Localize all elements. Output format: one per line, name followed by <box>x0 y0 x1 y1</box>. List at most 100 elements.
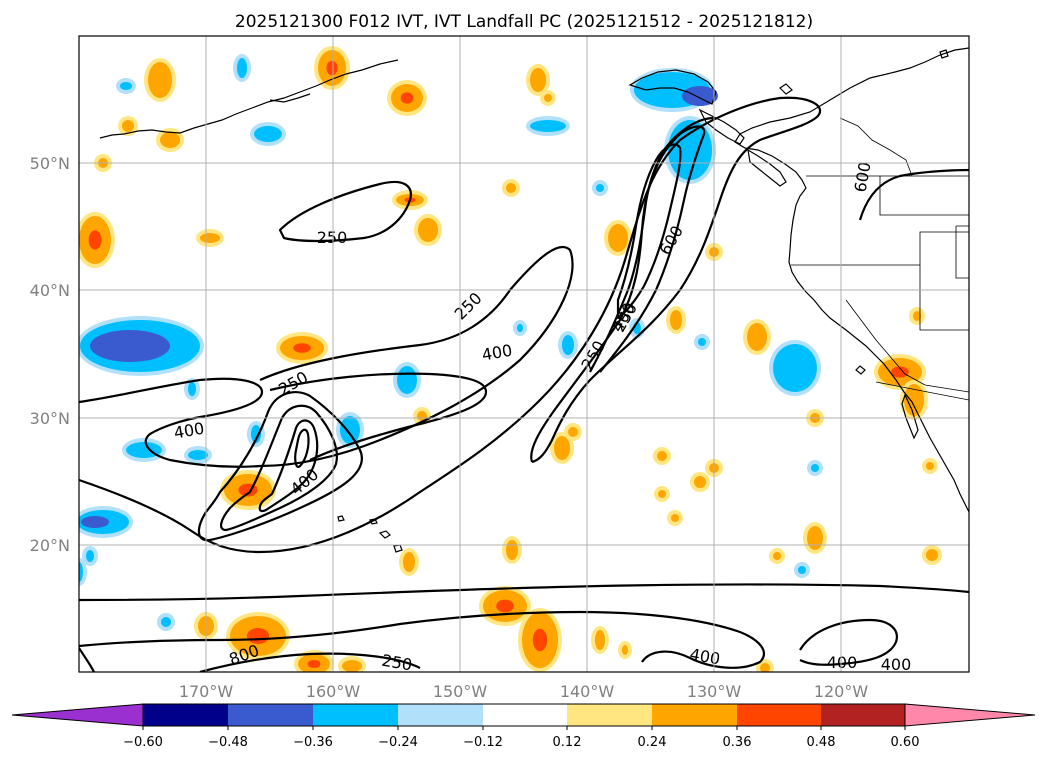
colorbar-segment <box>737 704 821 726</box>
strong-positive-anomaly <box>307 660 321 668</box>
negative-anomaly-core <box>251 425 261 443</box>
positive-anomaly-core <box>122 120 134 132</box>
positive-anomaly-core <box>694 476 706 488</box>
graticule <box>79 36 969 672</box>
lon-label-160w: 160°W <box>306 682 361 701</box>
strong-positive-anomaly <box>326 60 338 76</box>
positive-anomaly-core <box>595 630 605 650</box>
positive-anomaly-core <box>807 526 823 550</box>
colorbar-tick-label: −0.60 <box>123 735 163 750</box>
negative-anomaly-core <box>120 82 132 90</box>
colorbar-segment <box>398 704 483 726</box>
colorbar-segment <box>228 704 313 726</box>
negative-anomaly-core <box>237 58 247 78</box>
negative-anomaly-core <box>340 416 360 444</box>
positive-anomaly-core <box>658 490 666 498</box>
strong-negative-anomaly <box>81 516 109 528</box>
colorbar-segment <box>652 704 737 726</box>
strong-positive-anomaly <box>532 628 548 652</box>
negative-anomaly-core <box>562 335 574 355</box>
map-frame <box>78 35 970 673</box>
positive-anomaly-core <box>160 132 180 148</box>
positive-anomaly-core <box>568 427 578 437</box>
lat-labels: 20°N 30°N 40°N 50°N <box>30 154 70 555</box>
positive-anomaly-core <box>622 645 628 655</box>
colorbar-tick-label: 0.12 <box>553 735 582 750</box>
lon-label-120w: 120°W <box>814 682 869 701</box>
contour-label: 400 <box>827 653 858 672</box>
colorbar-tick-label: 0.48 <box>807 735 836 750</box>
colorbar-frame <box>142 703 906 727</box>
positive-anomaly-core <box>403 552 415 572</box>
strong-positive-anomaly <box>400 92 414 104</box>
lon-label-150w: 150°W <box>433 682 488 701</box>
colorbar-segment <box>821 704 905 726</box>
colorbar-tick-label: −0.36 <box>293 735 333 750</box>
map-title: 2025121300 F012 IVT, IVT Landfall PC (20… <box>235 12 813 32</box>
positive-anomaly-core <box>904 384 924 416</box>
positive-anomaly-core <box>926 462 934 470</box>
colorbar-tick-label: 0.36 <box>723 735 752 750</box>
ivt-contours <box>79 96 969 672</box>
coastline <box>99 47 969 553</box>
colorbar-segment <box>483 704 567 726</box>
positive-anomaly-core <box>506 183 516 193</box>
positive-anomaly-core <box>418 218 438 242</box>
lon-label-170w: 170°W <box>179 682 234 701</box>
colorbar: −0.60 −0.48 −0.36 −0.24 −0.12 0.12 0.24 0.36 0.4… <box>11 703 1036 750</box>
strong-positive-anomaly <box>293 343 311 353</box>
lat-label-30n: 30°N <box>30 409 70 428</box>
colorbar-tick-label: 0.60 <box>891 735 920 750</box>
colorbar-extend-high <box>904 703 1036 727</box>
contour-label: 400 <box>881 655 912 674</box>
lon-label-130w: 130°W <box>687 682 742 701</box>
colorbar-tick-label: −0.24 <box>378 735 418 750</box>
negative-anomaly-core <box>254 126 282 142</box>
lat-label-20n: 20°N <box>30 536 70 555</box>
lat-label-40n: 40°N <box>30 281 70 300</box>
negative-anomaly-core <box>397 366 417 394</box>
positive-anomaly-core <box>773 552 781 560</box>
colorbar-extend-low <box>11 703 144 727</box>
strong-negative-anomaly <box>90 330 170 362</box>
contour-label: 250 <box>317 228 348 247</box>
negative-anomaly-core <box>126 442 162 458</box>
positive-anomaly-core <box>670 310 682 330</box>
colorbar-tick-label: −0.48 <box>208 735 248 750</box>
positive-anomaly-core <box>760 663 770 672</box>
colorbar-segment <box>313 704 398 726</box>
strong-positive-anomaly <box>891 366 909 378</box>
strong-negative-anomaly <box>682 86 718 106</box>
positive-anomaly-core <box>657 451 667 461</box>
contour-label: 250 <box>380 651 413 675</box>
negative-anomaly-core <box>86 550 94 562</box>
state-boundaries <box>791 117 969 401</box>
colorbar-segment <box>143 704 228 726</box>
colorbar-tick-label: 0.24 <box>638 735 667 750</box>
colorbar-tick-label: −0.12 <box>463 735 503 750</box>
negative-anomaly-core <box>596 184 604 192</box>
lon-labels: 170°W 160°W 150°W 140°W 130°W 120°W <box>179 682 869 701</box>
map-background <box>79 36 969 672</box>
positive-anomaly-core <box>926 549 938 561</box>
negative-anomaly-core <box>517 324 523 332</box>
positive-anomaly-core <box>200 233 220 243</box>
colorbar-segment <box>567 704 652 726</box>
negative-anomaly-core <box>798 566 806 574</box>
negative-anomaly-core <box>530 120 566 132</box>
negative-anomaly-core <box>161 617 171 627</box>
lon-label-140w: 140°W <box>560 682 615 701</box>
negative-anomaly-core <box>188 382 196 396</box>
positive-anomaly-core <box>608 224 628 252</box>
positive-anomaly-core <box>342 660 362 672</box>
positive-anomaly-core <box>506 540 518 560</box>
strong-positive-anomaly <box>496 599 514 613</box>
positive-anomaly-core <box>530 68 546 92</box>
strong-positive-anomaly <box>88 230 102 250</box>
negative-anomaly-core <box>811 464 819 472</box>
positive-anomaly-core <box>554 436 570 460</box>
positive-anomaly-core <box>747 323 767 351</box>
negative-anomaly-core <box>698 338 706 346</box>
